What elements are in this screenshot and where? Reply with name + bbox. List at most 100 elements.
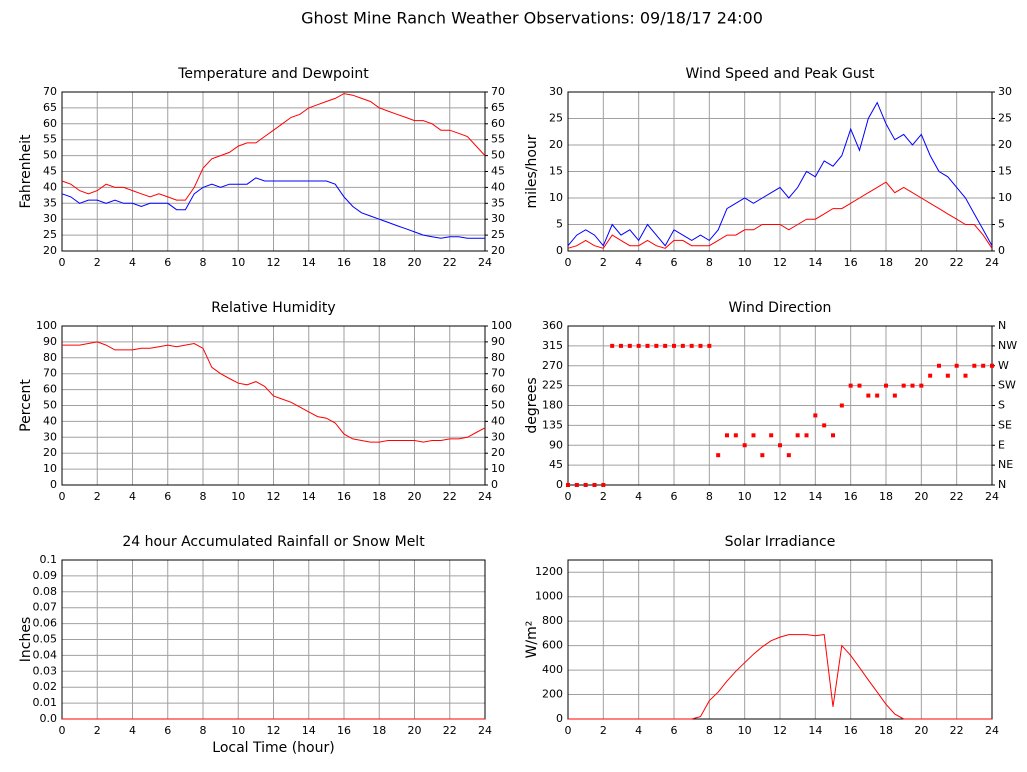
data-point [981, 363, 986, 368]
y-tick-label: 0 [50, 478, 57, 491]
y-tick-label: 100 [36, 319, 57, 332]
y2-tick-label: SE [998, 418, 1012, 431]
data-point [884, 383, 888, 388]
data-point [786, 453, 791, 458]
x-tick-label: 18 [372, 724, 386, 737]
x-tick-label: 20 [408, 490, 422, 503]
y-tick-label: 0.01 [33, 696, 58, 709]
data-point [769, 433, 774, 438]
x-tick-label: 14 [808, 256, 822, 269]
y-tick-label: 0.06 [33, 617, 58, 630]
x-tick-label: 8 [200, 724, 207, 737]
y-tick-label: 15 [549, 165, 563, 178]
x-tick-label: 4 [635, 256, 642, 269]
data-point [680, 343, 685, 348]
y-tick-label: 360 [542, 319, 563, 332]
x-tick-label: 24 [478, 724, 492, 737]
x-tick-label: 0 [59, 256, 66, 269]
data-point [990, 363, 994, 368]
x-axis-label: Local Time (hour) [212, 740, 334, 756]
data-point [574, 483, 579, 487]
y-tick-label: 0.03 [33, 664, 58, 677]
y-tick-label: 5 [556, 218, 563, 231]
y2-tick-label: 65 [491, 101, 505, 114]
y2-tick-label: N [998, 319, 1006, 332]
x-tick-label: 14 [302, 256, 316, 269]
x-tick-label: 24 [478, 490, 492, 503]
y2-tick-label: 20 [998, 138, 1012, 151]
data-point [610, 343, 615, 348]
x-tick-label: 14 [302, 724, 316, 737]
y-tick-label: 50 [43, 399, 57, 412]
data-point [813, 413, 818, 418]
y-tick-label: 600 [542, 639, 563, 652]
y2-tick-label: S [998, 399, 1005, 412]
y-tick-label: 400 [542, 663, 563, 676]
y-tick-label: 0 [556, 712, 563, 725]
y-tick-label: 0.1 [40, 553, 58, 566]
x-tick-label: 2 [94, 256, 101, 269]
data-point [672, 343, 676, 348]
y-tick-label: 25 [549, 112, 563, 125]
y2-tick-label: 70 [491, 367, 505, 380]
y-tick-label: 315 [542, 339, 563, 352]
y-tick-label: 55 [43, 133, 57, 146]
data-point [698, 343, 703, 348]
data-point [972, 363, 977, 368]
data-point [857, 383, 862, 388]
x-tick-label: 18 [372, 490, 386, 503]
x-tick-label: 8 [706, 490, 713, 503]
y-tick-label: 20 [43, 244, 57, 257]
x-tick-label: 4 [129, 724, 136, 737]
page-title: Ghost Mine Ranch Weather Observations: 0… [301, 9, 763, 28]
x-tick-label: 0 [565, 724, 572, 737]
chart-title: Relative Humidity [211, 300, 335, 316]
x-tick-label: 8 [706, 256, 713, 269]
y-tick-label: 0 [556, 244, 563, 257]
data-point [866, 393, 871, 398]
y2-tick-label: 0 [491, 478, 498, 491]
data-point [636, 343, 641, 348]
x-tick-label: 10 [231, 490, 245, 503]
y2-tick-label: 70 [491, 85, 505, 98]
data-point [945, 373, 950, 378]
y-tick-label: 135 [542, 418, 563, 431]
data-line [567, 101, 993, 247]
data-point [928, 373, 933, 378]
y2-tick-label: 20 [491, 244, 505, 257]
y2-tick-label: 10 [998, 191, 1012, 204]
y-tick-label: 35 [43, 196, 57, 209]
x-tick-label: 6 [671, 490, 678, 503]
y2-tick-label: W [998, 359, 1009, 372]
x-tick-label: 12 [773, 256, 787, 269]
data-point [831, 433, 835, 438]
x-tick-label: 16 [844, 724, 858, 737]
y-tick-label: 45 [549, 458, 563, 471]
data-point [583, 483, 588, 487]
data-point [822, 423, 827, 428]
x-tick-label: 22 [950, 724, 964, 737]
x-tick-label: 14 [808, 724, 822, 737]
x-tick-label: 12 [267, 724, 281, 737]
y2-tick-label: 55 [491, 133, 505, 146]
x-tick-label: 18 [879, 256, 893, 269]
x-tick-label: 2 [600, 490, 607, 503]
x-tick-label: 20 [914, 490, 928, 503]
y2-tick-label: 60 [491, 117, 505, 130]
x-tick-label: 0 [565, 256, 572, 269]
x-tick-label: 20 [914, 256, 928, 269]
y-tick-label: 10 [43, 462, 57, 475]
y2-tick-label: 25 [998, 112, 1012, 125]
x-tick-label: 2 [94, 490, 101, 503]
x-tick-label: 0 [59, 724, 66, 737]
x-tick-label: 20 [914, 724, 928, 737]
data-point [601, 483, 606, 487]
data-line [61, 177, 485, 239]
data-point [954, 363, 959, 368]
x-tick-label: 10 [738, 490, 752, 503]
data-point [839, 403, 844, 408]
x-tick-label: 12 [267, 490, 281, 503]
x-tick-label: 16 [337, 724, 351, 737]
x-tick-label: 2 [600, 256, 607, 269]
x-tick-label: 10 [738, 256, 752, 269]
